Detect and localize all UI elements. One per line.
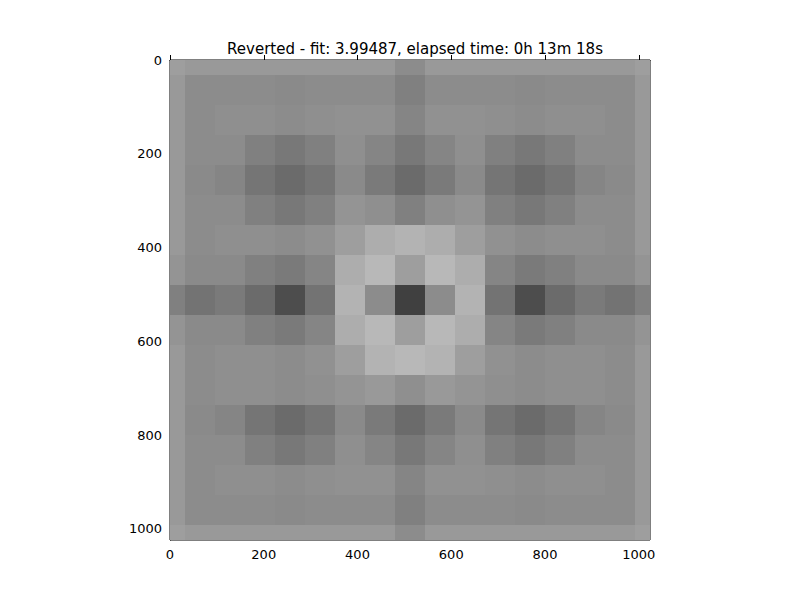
svg-text:400: 400 (137, 240, 162, 255)
svg-text:1000: 1000 (129, 521, 162, 536)
svg-text:800: 800 (137, 428, 162, 443)
svg-text:0: 0 (166, 547, 174, 562)
svg-text:0: 0 (154, 53, 162, 68)
svg-text:400: 400 (345, 547, 370, 562)
svg-text:800: 800 (533, 547, 558, 562)
svg-text:200: 200 (137, 146, 162, 161)
svg-text:200: 200 (251, 547, 276, 562)
svg-text:600: 600 (137, 334, 162, 349)
svg-text:600: 600 (439, 547, 464, 562)
svg-text:Reverted - fit: 3.99487, elaps: Reverted - fit: 3.99487, elapsed time: 0… (227, 40, 603, 58)
svg-text:1000: 1000 (622, 547, 655, 562)
